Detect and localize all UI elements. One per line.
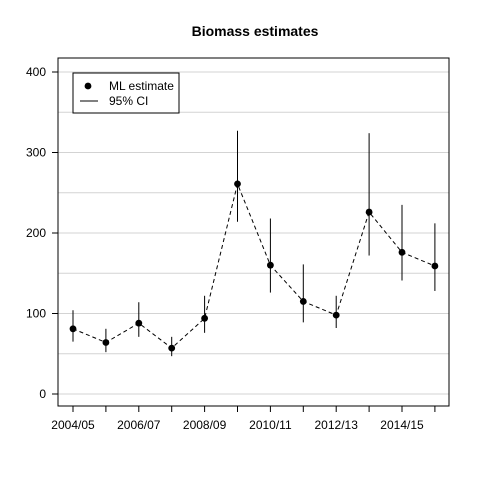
axes: 0 100 200 300 400 2004/05 2006/07 2008/09 2010/1… bbox=[26, 57, 450, 432]
x-tick-label: 2004/05 bbox=[51, 418, 95, 432]
y-tick-label: 400 bbox=[26, 65, 46, 79]
plot-frame bbox=[57, 57, 450, 407]
x-tick-label: 2014/15 bbox=[380, 418, 424, 432]
data-point bbox=[69, 325, 77, 333]
trend-polyline bbox=[72, 182, 436, 349]
data-point bbox=[431, 262, 439, 270]
data-point bbox=[234, 180, 241, 188]
legend-label-ml-estimate: ML estimate bbox=[109, 79, 174, 93]
y-tick-label: 100 bbox=[26, 307, 46, 321]
x-tick-label: 2010/11 bbox=[249, 418, 292, 432]
x-tick-label: 2006/07 bbox=[117, 418, 161, 432]
y-tick-label: 300 bbox=[26, 146, 46, 160]
data-point bbox=[102, 339, 110, 346]
data-point bbox=[168, 344, 176, 352]
x-tick-label: 2008/09 bbox=[183, 418, 227, 432]
y-tick-label: 200 bbox=[26, 226, 46, 240]
data-point bbox=[332, 311, 340, 319]
legend-box bbox=[72, 72, 180, 114]
data-point bbox=[135, 319, 143, 327]
data-point bbox=[365, 208, 373, 216]
legend-label-ci: 95% CI bbox=[109, 94, 148, 108]
x-tick-label: 2012/13 bbox=[315, 418, 359, 432]
grid bbox=[58, 71, 449, 395]
chart-title: Biomass estimates bbox=[192, 23, 319, 39]
data-point bbox=[201, 314, 209, 322]
data-point bbox=[267, 261, 274, 269]
points bbox=[69, 180, 439, 352]
y-tick-label: 0 bbox=[39, 387, 46, 401]
legend: ML estimate 95% CI bbox=[72, 72, 180, 114]
ci-lines bbox=[72, 130, 436, 357]
trend-line bbox=[72, 182, 436, 349]
data-point bbox=[299, 298, 307, 305]
legend-point-symbol bbox=[84, 82, 92, 90]
data-point bbox=[398, 248, 406, 256]
